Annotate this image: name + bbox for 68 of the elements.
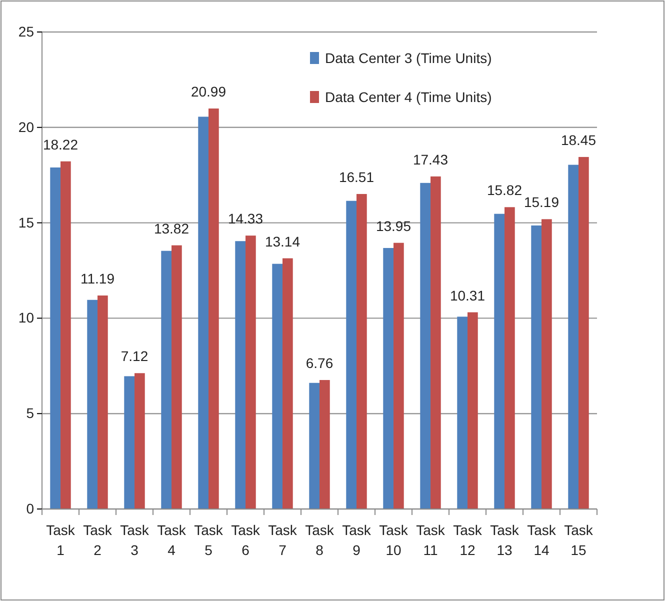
y-tick-label: 0 [26, 500, 34, 516]
data-label: 13.14 [264, 233, 300, 250]
y-tick-label: 15 [18, 214, 34, 230]
x-tick-label: Task 9 [342, 522, 372, 558]
bar [430, 176, 441, 509]
x-tick-label: Task 11 [416, 522, 446, 558]
x-tick-label: Task 12 [453, 522, 483, 558]
bar [134, 373, 145, 509]
y-tick-label: 10 [18, 310, 34, 326]
bar [531, 225, 542, 509]
bar [161, 250, 172, 509]
x-tick-label: Task 13 [490, 522, 520, 558]
x-tick-label: Task 15 [564, 522, 594, 558]
bar [346, 200, 356, 509]
bar [383, 248, 394, 509]
bar [208, 108, 219, 509]
bar [420, 182, 430, 509]
bar [235, 241, 246, 509]
bar [309, 382, 320, 509]
x-tick-label: Task 5 [194, 522, 224, 558]
bar [394, 242, 404, 509]
data-label: 18.45 [560, 132, 596, 148]
data-label: 13.82 [154, 220, 190, 236]
bar [50, 167, 60, 509]
x-tick-label: Task 10 [379, 522, 409, 558]
y-tick-label: 25 [18, 23, 34, 40]
legend-label: Data Center 3 (Time Units) [325, 50, 492, 66]
data-label: 14.33 [228, 210, 264, 227]
bar [98, 295, 108, 509]
bar [457, 316, 468, 509]
bar [272, 264, 282, 509]
data-label: 15.19 [524, 194, 560, 210]
data-label: 7.12 [120, 348, 148, 364]
bar [282, 258, 293, 509]
x-tick-label: Task 2 [83, 522, 113, 558]
data-label: 11.19 [80, 270, 115, 286]
bar [494, 214, 504, 509]
x-tick-label: Task 7 [268, 522, 298, 558]
data-label: 16.51 [338, 168, 374, 185]
data-label: 10.31 [450, 287, 486, 304]
data-label: 17.43 [412, 151, 448, 168]
bar [578, 156, 589, 509]
x-tick-label: Task 14 [527, 522, 557, 558]
x-tick-label: Task 3 [120, 522, 150, 558]
bar [468, 312, 478, 509]
bar [246, 236, 256, 509]
bar [124, 376, 134, 509]
bar [320, 380, 330, 509]
y-tick-label: 20 [18, 118, 34, 135]
bar [356, 194, 367, 509]
x-tick-label: Task 6 [231, 522, 261, 558]
data-label: 15.82 [486, 182, 522, 198]
bar [172, 245, 182, 509]
bar [60, 161, 71, 509]
bar [504, 207, 515, 509]
x-tick-label: Task 8 [305, 522, 335, 558]
legend-label: Data Center 4 (Time Units) [325, 89, 492, 105]
data-label: 20.99 [190, 84, 226, 100]
x-tick-label: Task 1 [46, 522, 76, 558]
bar [198, 116, 208, 509]
bar [568, 164, 578, 509]
x-tick-label: Task 4 [157, 522, 187, 558]
bar [542, 219, 552, 509]
bar [87, 300, 98, 509]
data-label: 13.95 [376, 218, 412, 234]
data-label: 18.22 [42, 136, 78, 152]
y-tick-label: 5 [26, 405, 34, 422]
data-label: 6.76 [306, 355, 334, 372]
